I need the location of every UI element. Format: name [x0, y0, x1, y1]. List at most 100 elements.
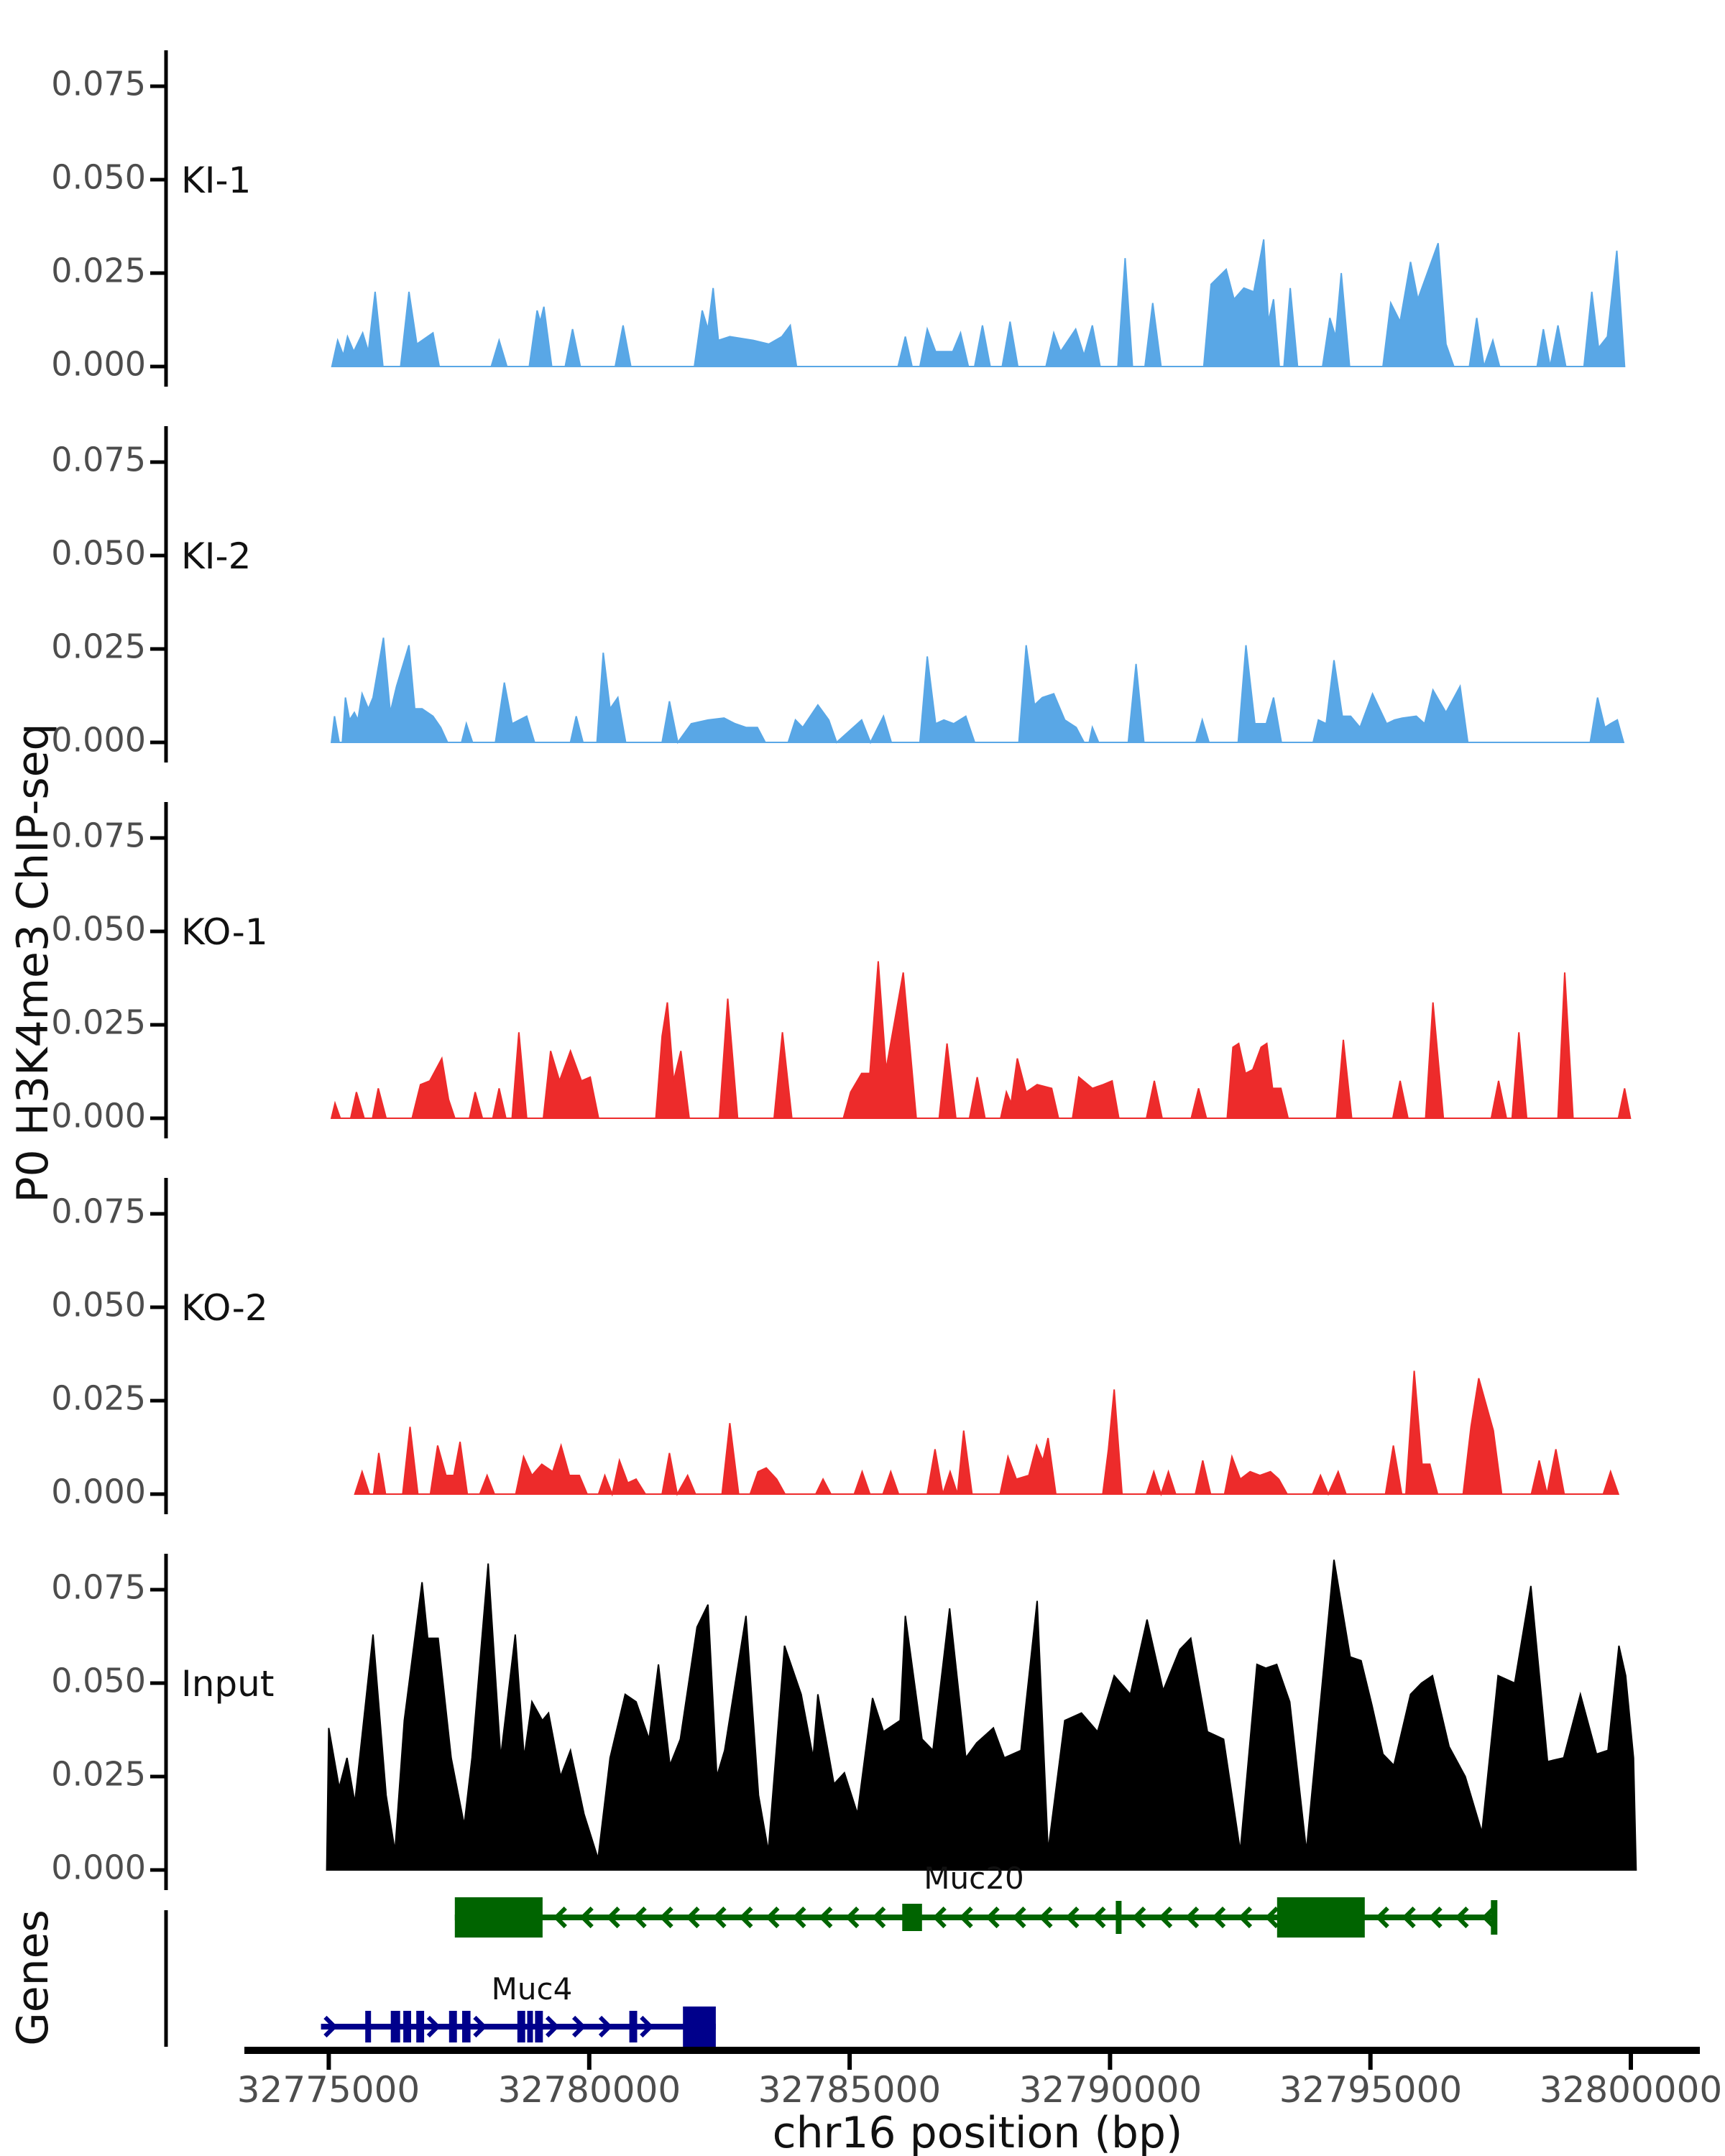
strand-arrow-icon [686, 1906, 700, 1929]
y-tick-marks [150, 460, 166, 745]
gene-label-Muc4: Muc4 [492, 1971, 573, 2007]
strand-arrow-icon [819, 1906, 833, 1929]
x-tick-label: 32785000 [758, 2069, 942, 2111]
strand-arrow-icon [545, 2015, 560, 2038]
strand-arrow-icon [845, 1906, 860, 1929]
x-tick-label: 32795000 [1279, 2069, 1463, 2111]
strand-arrow-icon [426, 2015, 441, 2038]
track-label-Input: Input [181, 1663, 274, 1705]
y-tick-label: 0.025 [51, 1003, 146, 1042]
strand-arrow-icon [598, 2015, 613, 2038]
track-label-KO-1: KO-1 [181, 911, 268, 953]
x-tick-label: 32790000 [1019, 2069, 1202, 2111]
strand-arrow-icon [932, 1906, 947, 1929]
exon-box [527, 2011, 533, 2042]
strand-arrow-icon [1375, 1906, 1389, 1929]
y-tick-label: 0.000 [51, 1473, 146, 1511]
x-axis: 32775000 32780000 32785000 32790000 3279… [237, 2047, 1723, 2156]
signal-area-KO-2 [354, 1370, 1620, 1497]
exon-box [416, 2011, 425, 2042]
strand-arrow-icon [659, 1906, 673, 1929]
y-tick-label: 0.025 [51, 1379, 146, 1418]
strand-arrow-icon [1481, 1906, 1496, 1929]
y-tick-label: 0.000 [51, 1097, 146, 1135]
strand-arrow-icon [1012, 1906, 1026, 1929]
signal-KO-1 [330, 961, 1632, 1119]
strand-arrow-icon [1065, 1906, 1080, 1929]
strand-arrow-icon [739, 1906, 753, 1929]
exon-box [403, 2011, 411, 2042]
y-tick-label: 0.050 [51, 1662, 146, 1700]
strand-arrow-icon [1428, 1906, 1443, 1929]
strand-arrow-icon [1184, 1906, 1200, 1929]
exon-box [629, 2011, 638, 2042]
exon-box [454, 1897, 543, 1938]
signal-Input [326, 1560, 1637, 1871]
exon-box [1276, 1897, 1365, 1938]
y-tick-label: 0.025 [51, 252, 146, 290]
genes-panel: Muc20 Muc4 [164, 1861, 1498, 2047]
signal-KO-2 [354, 1370, 1620, 1497]
y-tick-label: 0.050 [51, 534, 146, 573]
y-tick-label: 0.075 [51, 1568, 146, 1607]
y-axis-title: P0 H3K4me3 ChIP-seq [8, 723, 58, 1202]
strand-arrow-icon [579, 1906, 594, 1929]
track-label-KI-2: KI-2 [181, 535, 251, 577]
track-label-KO-2: KO-2 [181, 1287, 268, 1329]
strand-arrow-icon [985, 1906, 1000, 1929]
y-tick-label: 0.000 [51, 345, 146, 384]
strand-arrow-icon [1455, 1906, 1469, 1929]
x-tick-label: 32775000 [237, 2069, 420, 2111]
y-tick-label: 0.075 [51, 1192, 146, 1231]
y-tick-label: 0.000 [51, 1848, 146, 1887]
signal-area-KO-1 [330, 961, 1632, 1119]
y-tick-marks [150, 836, 166, 1120]
y-tick-label: 0.050 [51, 158, 146, 197]
genes-panel-title: Genes [8, 1909, 58, 2046]
strand-arrow-icon [571, 2015, 586, 2038]
gene-label-Muc20: Muc20 [924, 1861, 1024, 1896]
signal-KI-1 [331, 239, 1626, 367]
strand-arrow-icon [1092, 1906, 1106, 1929]
x-tick-marks [326, 2050, 1633, 2070]
strand-arrow-icon [640, 2015, 654, 2038]
y-tick-label: 0.050 [51, 1286, 146, 1325]
strand-arrow-icon [1131, 1906, 1146, 1929]
signal-area-KI-2 [330, 637, 1625, 745]
signal-area-Input [326, 1560, 1637, 1871]
gene-model-Muc20 [454, 1897, 1498, 1938]
track-KI-1: 0.000 0.025 0.050 0.075 KI-1 [51, 50, 1626, 387]
strand-arrow-icon [712, 1906, 727, 1929]
strand-arrow-icon [1039, 1906, 1053, 1929]
signal-KI-2 [330, 637, 1625, 745]
exon-box [902, 1904, 922, 1931]
y-tick-label: 0.000 [51, 721, 146, 760]
y-tick-marks [150, 1212, 166, 1496]
exon-box [517, 2011, 525, 2042]
y-tick-label: 0.075 [51, 441, 146, 479]
strand-arrow-icon [606, 1906, 620, 1929]
track-KI-2: 0.000 0.025 0.050 0.075 KI-2 [51, 426, 1625, 763]
x-tick-label: 32780000 [498, 2069, 681, 2111]
y-tick-label: 0.050 [51, 910, 146, 949]
exon-box [535, 2011, 543, 2042]
strand-arrow-icon [1158, 1906, 1173, 1929]
strand-arrow-icon [632, 1906, 647, 1929]
x-tick-label: 32800000 [1540, 2069, 1723, 2111]
exon-box [365, 2011, 372, 2042]
y-tick-label: 0.075 [51, 65, 146, 103]
strand-arrow-icon [323, 2015, 338, 2038]
exon-box [683, 2007, 716, 2047]
y-tick-marks [150, 84, 166, 369]
strand-arrow-icon [553, 1906, 567, 1929]
strand-arrow-icon [959, 1906, 973, 1929]
track-Input: 0.000 0.025 0.050 0.075 Input [51, 1554, 1637, 1890]
exon-box [390, 2011, 400, 2042]
strand-arrow-icon [792, 1906, 806, 1929]
strand-arrow-icon [1402, 1906, 1416, 1929]
strand-arrow-icon [1211, 1906, 1226, 1929]
track-KO-2: 0.000 0.025 0.050 0.075 KO-2 [51, 1178, 1620, 1514]
strand-arrow-icon [871, 1906, 886, 1929]
exon-box [448, 2011, 457, 2042]
